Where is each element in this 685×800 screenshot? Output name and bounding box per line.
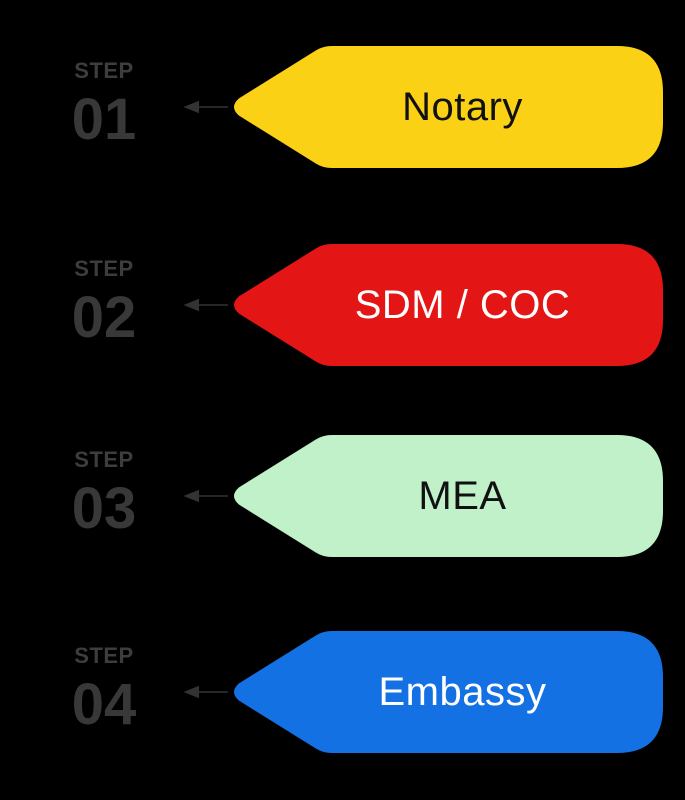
pennant-shape [234, 435, 663, 557]
arrow-left-icon [183, 489, 228, 503]
step-row-3: STEP 03 MEA [0, 435, 685, 557]
arrow-left-icon [183, 100, 228, 114]
arrow-left-icon [183, 685, 228, 699]
step-number: 03 [71, 476, 137, 541]
step-label: STEP [74, 58, 134, 83]
step-row-1: STEP 01 Notary [0, 46, 685, 168]
step-title: MEA [418, 473, 507, 518]
step-title: SDM / COC [354, 282, 571, 327]
arrow-left-icon [183, 298, 228, 312]
step-number: 02 [71, 285, 137, 350]
step-number: 01 [71, 87, 137, 152]
step-label: STEP [74, 643, 134, 668]
step-meta: STEP 04 [66, 631, 142, 753]
pennant-shape [234, 244, 663, 366]
step-meta: STEP 03 [66, 435, 142, 557]
step-row-4: STEP 04 Embassy [0, 631, 685, 753]
step-meta: STEP 01 [66, 46, 142, 168]
step-row-2: STEP 02 SDM / COC [0, 244, 685, 366]
step-label: STEP [74, 447, 134, 472]
step-title: Embassy [378, 669, 547, 714]
pennant-shape [234, 46, 663, 168]
step-label: STEP [74, 256, 134, 281]
step-title: Notary [402, 84, 523, 129]
pennant-shape [234, 631, 663, 753]
step-meta: STEP 02 [66, 244, 142, 366]
step-number: 04 [71, 672, 137, 737]
